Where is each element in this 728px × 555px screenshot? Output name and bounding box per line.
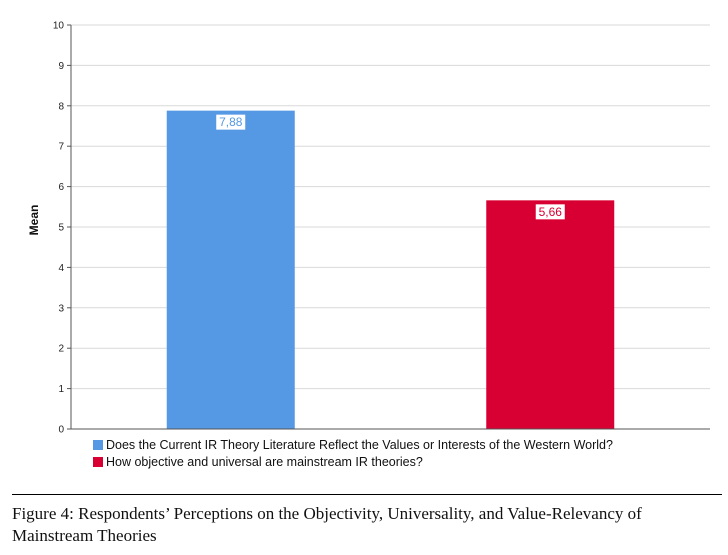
y-tick-label: 10: [53, 21, 65, 32]
y-axis-ticks: 0 1 2 3 4 5 6 7 8 9 10: [53, 21, 71, 436]
y-tick-label: 3: [58, 303, 64, 314]
legend-swatch-1: [93, 439, 103, 450]
legend-label-1: Does the Current IR Theory Literature Re…: [106, 437, 613, 452]
data-labels: 7,88 5,66: [216, 114, 565, 220]
y-tick-label: 7: [58, 142, 64, 153]
legend-item-2: How objective and universal are mainstre…: [93, 453, 613, 470]
legend-label-2: How objective and universal are mainstre…: [106, 454, 423, 469]
bar-2: [486, 200, 615, 429]
y-tick-label: 5: [58, 223, 64, 234]
legend: Does the Current IR Theory Literature Re…: [93, 436, 613, 470]
y-tick-label: 4: [58, 263, 64, 274]
y-axis-label: Mean: [27, 205, 41, 236]
y-tick-label: 2: [58, 344, 64, 355]
bars: [166, 110, 615, 429]
y-tick-label: 0: [58, 425, 64, 436]
data-label-box-2: [535, 204, 565, 220]
y-tick-label: 9: [58, 61, 64, 72]
figure-caption: Figure 4: Respondents’ Perceptions on th…: [12, 494, 722, 547]
legend-item-1: Does the Current IR Theory Literature Re…: [93, 436, 613, 453]
y-tick-label: 8: [58, 101, 64, 112]
data-label-1: 7,88: [219, 115, 243, 129]
bar-1: [166, 110, 295, 429]
bar-chart: 0 1 2 3 4 5 6 7 8 9 10 7,88 5,66 Mean: [27, 21, 710, 436]
y-tick-label: 1: [58, 384, 64, 395]
data-label-box-1: [216, 114, 246, 130]
legend-swatch-2: [93, 456, 103, 467]
data-label-2: 5,66: [539, 205, 563, 219]
y-tick-label: 6: [58, 182, 64, 193]
